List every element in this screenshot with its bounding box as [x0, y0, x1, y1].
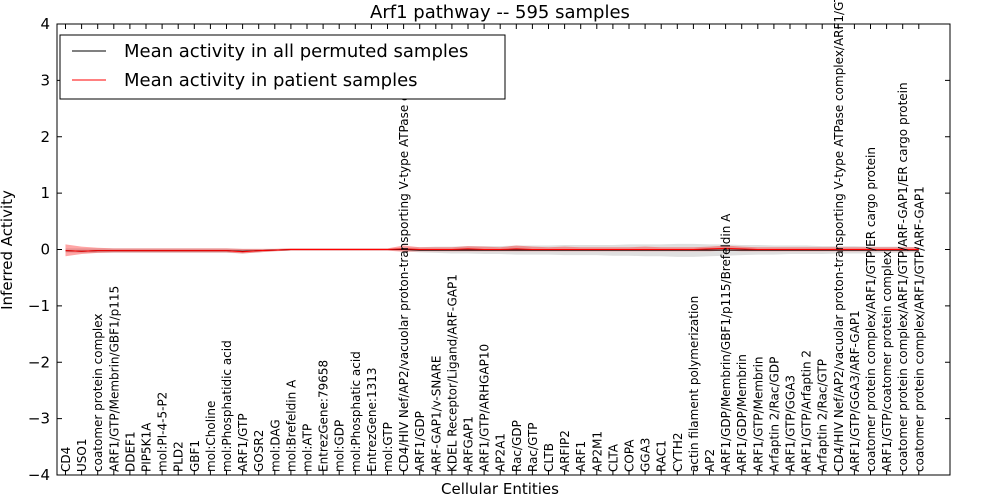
x-tick-label: mol:GDP: [333, 420, 347, 472]
x-tick-label: COPA: [623, 439, 637, 472]
y-axis-label: Inferred Activity: [0, 190, 16, 310]
legend-label: Mean activity in all permuted samples: [124, 41, 468, 62]
y-tick-label: 0: [40, 241, 50, 259]
x-tick-label: ARF1/GTP/Arfaptin 2: [800, 350, 814, 472]
x-tick-label: Arfaptin 2/Rac/GTP: [816, 359, 830, 472]
x-tick-label: coatomer protein complex/ARF1/GTP/ARF-GA…: [896, 82, 910, 472]
y-tick-label: −4: [28, 466, 50, 484]
x-tick-label: GBF1: [188, 440, 202, 472]
y-tick-label: 4: [40, 15, 50, 33]
x-tick-label: coatomer protein complex/ARF1/GTP/ARF-GA…: [912, 186, 926, 472]
x-tick-label: AP2: [703, 449, 717, 472]
x-tick-label: USO1: [75, 439, 89, 472]
x-tick-label: mol:Phosphatic acid: [349, 351, 363, 472]
chart-title: Arf1 pathway -- 595 samples: [370, 2, 630, 23]
x-tick-label: ARF1/GTP/GGA3: [784, 375, 798, 472]
x-tick-label: ARF1/GDP: [413, 411, 427, 472]
x-tick-label: CD4: [59, 447, 73, 472]
x-tick-label: mol:Phosphatidic acid: [220, 340, 234, 472]
y-tick-label: −3: [28, 410, 50, 428]
x-tick-label: GOSR2: [252, 430, 266, 472]
x-tick-label: KDEL Receptor/Ligand/ARF-GAP1: [445, 274, 459, 472]
x-tick-label: ARF-GAP1/v-SNARE: [429, 356, 443, 472]
y-tick-label: −2: [28, 353, 50, 371]
x-tick-label: ARF1/GTP/ARHGAP10: [478, 344, 492, 472]
x-tick-label: ARFGAP1: [462, 416, 476, 472]
x-tick-label: coatomer protein complex/ARF1/GTP/ER car…: [864, 147, 878, 472]
x-tick-label: CLTA: [606, 443, 620, 472]
x-tick-label: ARF1/GTP/GGA3/ARF-GAP1: [848, 310, 862, 472]
x-tick-label: mol:DAG: [268, 419, 282, 472]
x-tick-label: ARF1/GTP/Membrin/GBF1/p115: [107, 286, 121, 472]
x-tick-label: ARFIP2: [558, 430, 572, 472]
x-tick-label: PLD2: [172, 441, 186, 472]
x-tick-label: ARF1: [574, 441, 588, 472]
y-tick-label: −1: [28, 297, 50, 315]
x-tick-label: mol:Brefeldin A: [284, 379, 298, 472]
x-tick-label: EntrezGene:1313: [365, 368, 379, 473]
x-tick-label: AP2M1: [590, 431, 604, 472]
x-tick-label: ARF1/GTP: [236, 413, 250, 472]
x-tick-label: DDEF1: [123, 431, 137, 472]
x-tick-label: mol:ATP: [301, 424, 315, 472]
x-tick-label: ARF1/GTP/coatomer protein complex: [880, 251, 894, 472]
x-tick-label: coatomer protein complex: [91, 314, 105, 472]
legend-label: Mean activity in patient samples: [124, 70, 418, 91]
x-tick-label: RAC1: [655, 440, 669, 472]
x-tick-label: Arfaptin 2/Rac/GDP: [767, 357, 781, 472]
y-tick-label: 1: [40, 184, 50, 202]
x-tick-label: GGA3: [639, 438, 653, 472]
x-tick-label: ARF1/GTP/Membrin: [751, 356, 765, 472]
x-tick-label: Rac/GDP: [510, 420, 524, 472]
x-tick-label: ARF1/GDP/Membrin: [735, 354, 749, 472]
x-tick-label: ARF1/GDP/Membrin/GBF1/p115/Brefeldin A: [719, 213, 733, 472]
x-tick-label: PIP5K1A: [140, 422, 154, 472]
x-tick-label: CD4/HIV Nef/AP2/vacuolar proton-transpor…: [832, 0, 846, 472]
series-line-1: [65, 247, 919, 253]
x-tick-label: AP2A1: [494, 433, 508, 472]
x-tick-label: mol:PI-4-5-P2: [156, 392, 170, 472]
x-tick-label: actin filament polymerization: [687, 296, 701, 472]
x-tick-label: CLTB: [542, 443, 556, 472]
y-tick-label: 3: [40, 71, 50, 89]
x-tick-label: EntrezGene:79658: [317, 360, 331, 472]
x-axis-label: Cellular Entities: [441, 480, 559, 498]
legend: Mean activity in all permuted samples Mea…: [59, 34, 506, 100]
x-tick-label: mol:GTP: [381, 422, 395, 472]
x-tick-label: mol:Choline: [204, 401, 218, 472]
y-tick-label: 2: [40, 128, 50, 146]
x-tick-label: Rac/GTP: [526, 422, 540, 472]
x-tick-label: CD4/HIV Nef/AP2/vacuolar proton-transpor…: [397, 50, 411, 472]
legend-box: [59, 34, 506, 100]
x-tick-label: CYTH2: [671, 433, 685, 473]
